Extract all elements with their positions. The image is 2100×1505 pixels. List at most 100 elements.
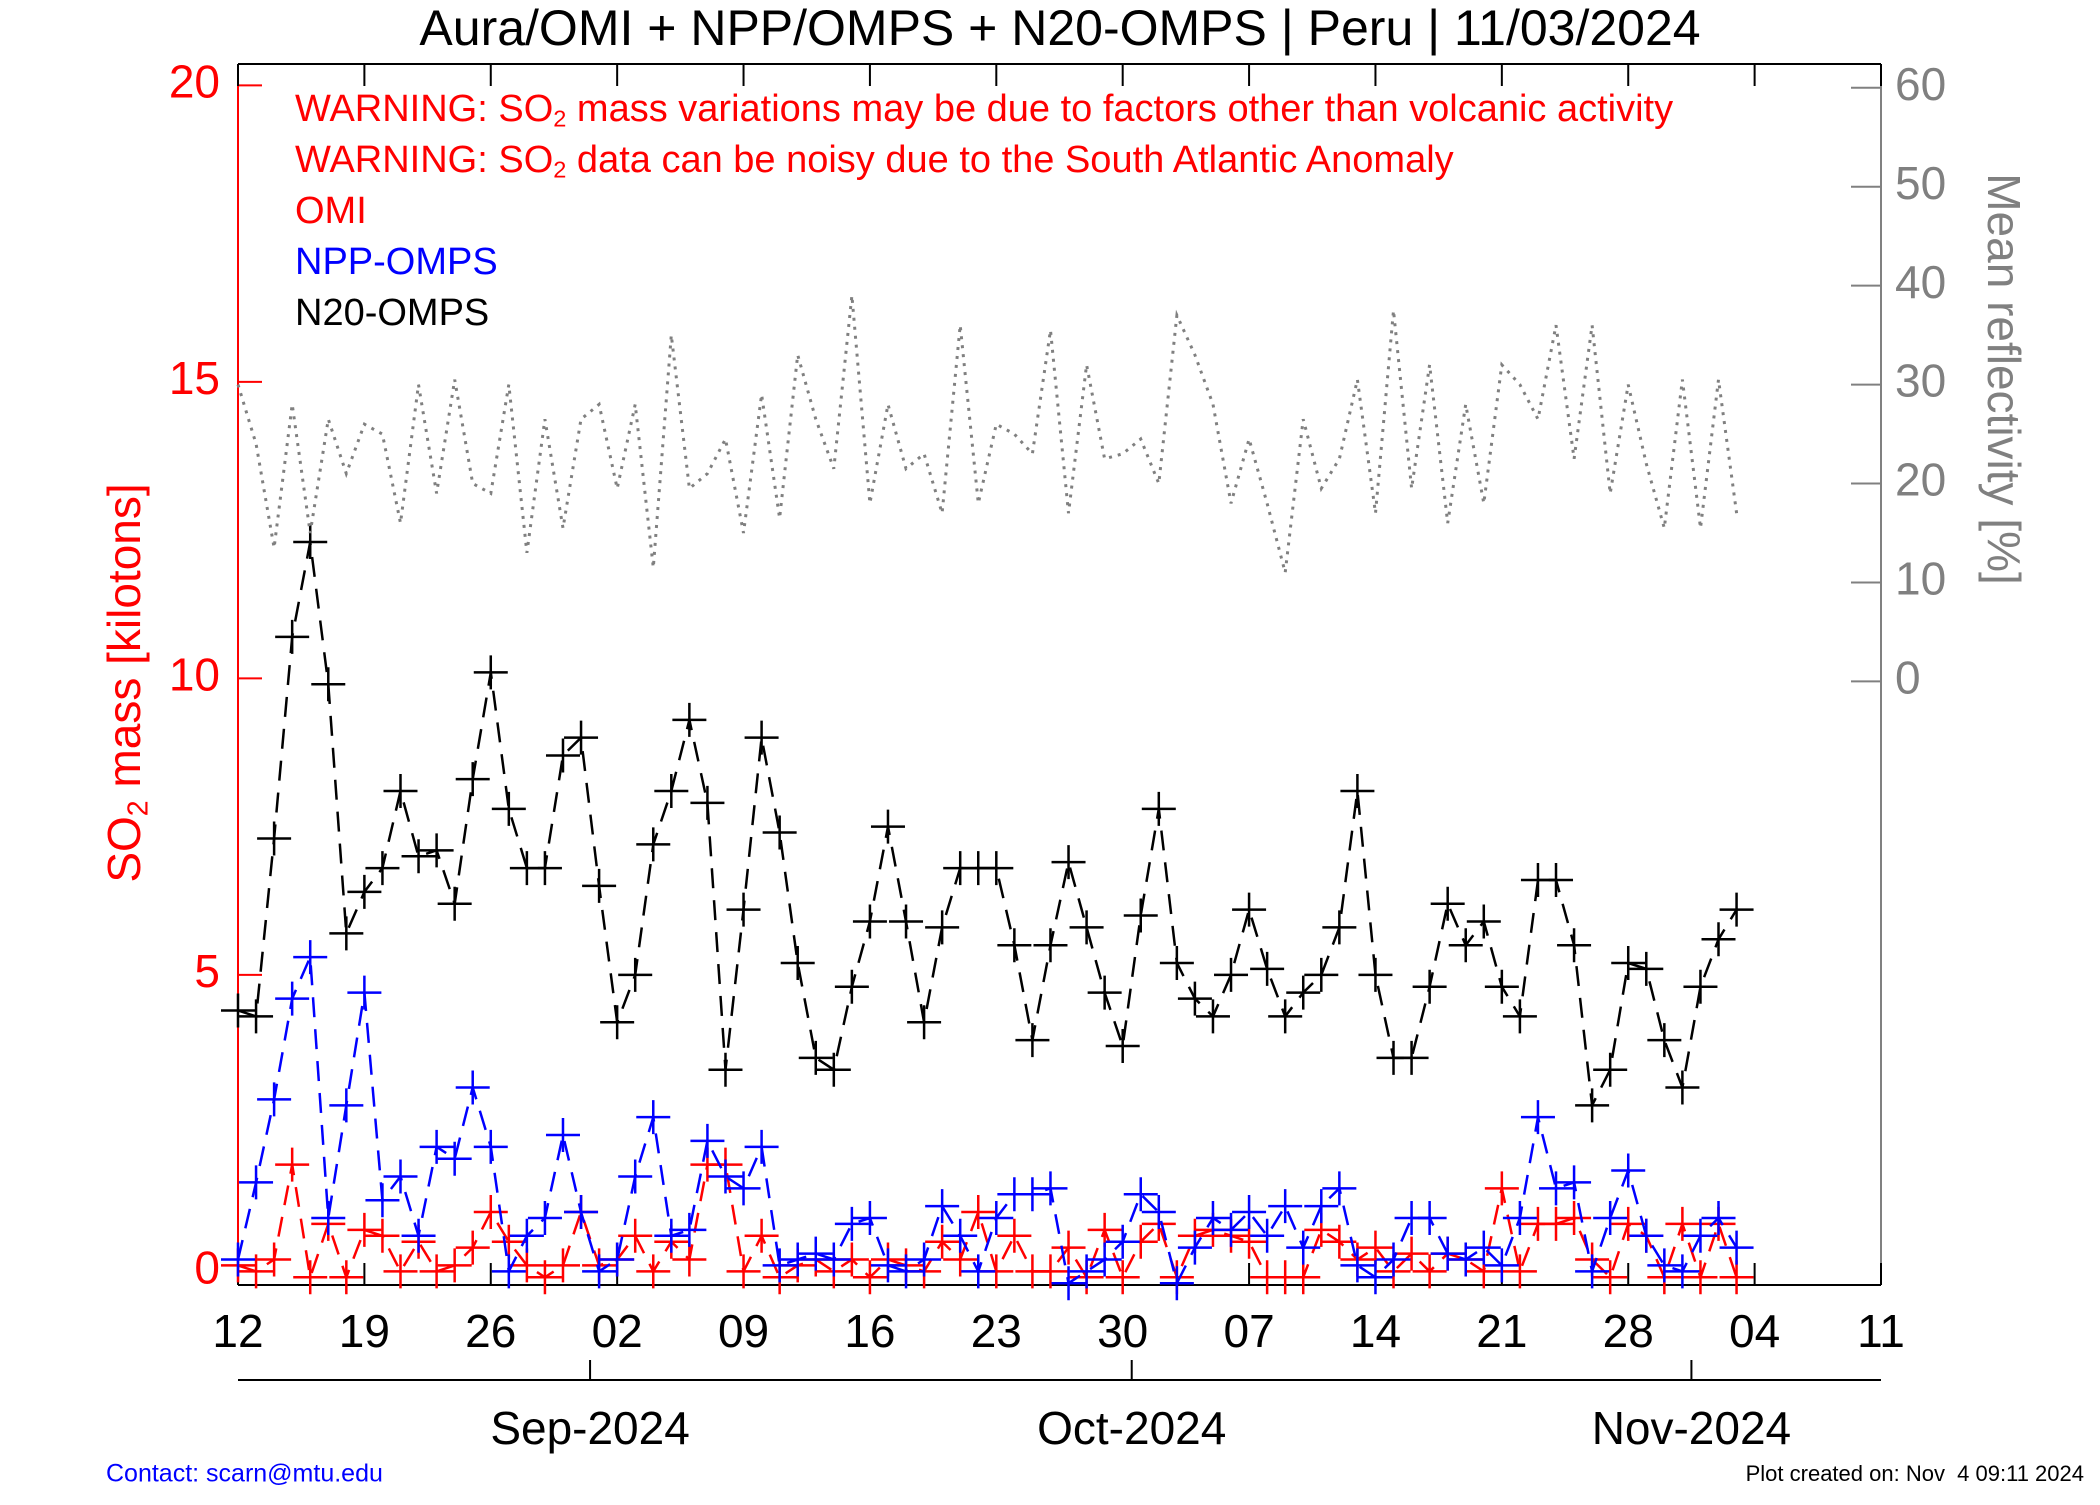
marker: [257, 821, 292, 856]
marker: [870, 1248, 905, 1283]
marker: [383, 1254, 418, 1289]
marker: [545, 1117, 580, 1152]
marker: [1502, 1200, 1537, 1235]
marker: [1340, 774, 1375, 809]
marker: [1286, 1230, 1321, 1265]
marker: [1683, 1218, 1718, 1253]
marker: [1719, 1230, 1754, 1265]
marker: [1105, 1224, 1140, 1259]
marker: [1557, 1200, 1592, 1235]
marker: [600, 1242, 635, 1277]
marker: [1448, 1242, 1483, 1277]
marker: [1232, 1195, 1267, 1230]
marker: [1629, 1218, 1664, 1253]
marker: [1177, 981, 1212, 1016]
marker: [455, 1070, 490, 1105]
marker: [1575, 1088, 1610, 1123]
marker: [257, 1082, 292, 1117]
marker: [1268, 1189, 1303, 1224]
marker: [1430, 886, 1465, 921]
x-tick-label: 30: [1097, 1305, 1148, 1357]
marker: [582, 1254, 617, 1289]
marker: [1069, 1254, 1104, 1289]
marker: [401, 1218, 436, 1253]
marker: [311, 667, 346, 702]
marker: [1358, 1260, 1393, 1295]
marker: [1358, 1230, 1393, 1265]
marker: [1159, 1266, 1194, 1301]
marker: [979, 1200, 1014, 1235]
marker: [419, 1254, 454, 1289]
y2-tick-label: 30: [1895, 355, 1946, 407]
marker: [1683, 969, 1718, 1004]
marker: [401, 839, 436, 874]
marker: [293, 1260, 328, 1295]
marker: [961, 1195, 996, 1230]
marker: [1123, 1177, 1158, 1212]
marker: [257, 1242, 292, 1277]
marker: [889, 1254, 924, 1289]
warning-text: WARNING: SO2 mass variations may be due …: [295, 88, 1673, 132]
marker: [419, 1129, 454, 1164]
y-tick-label: 20: [169, 56, 220, 108]
warning-text-part: 2: [553, 157, 566, 183]
marker: [1719, 892, 1754, 927]
marker: [1232, 892, 1267, 927]
marker: [347, 1212, 382, 1247]
marker: [726, 892, 761, 927]
marker: [654, 774, 689, 809]
marker: [1015, 1177, 1050, 1212]
marker: [943, 1218, 978, 1253]
marker: [1557, 1165, 1592, 1200]
marker: [491, 1224, 526, 1259]
marker: [1015, 1023, 1050, 1058]
marker: [852, 1260, 887, 1295]
y-axis-label: SO2 mass [kilotons]: [98, 483, 154, 882]
month-label: Oct-2024: [1037, 1402, 1226, 1454]
marker: [1105, 1029, 1140, 1064]
y-axis-label-part: mass [kilotons]: [98, 483, 150, 800]
marker: [726, 1254, 761, 1289]
x-tick-label: 07: [1223, 1305, 1274, 1357]
marker: [329, 1088, 364, 1123]
y2-tick-label: 20: [1895, 454, 1946, 506]
marker: [545, 738, 580, 773]
marker: [744, 1129, 779, 1164]
x-tick-label: 04: [1729, 1305, 1780, 1357]
marker: [1051, 1230, 1086, 1265]
marker: [925, 1189, 960, 1224]
marker: [437, 1141, 472, 1176]
marker: [1539, 1206, 1574, 1241]
marker: [455, 1230, 490, 1265]
series-line: [236, 956, 1738, 1287]
marker: [798, 1040, 833, 1075]
warning-text-part: WARNING: SO: [295, 139, 553, 181]
marker: [383, 774, 418, 809]
legend-entry: N20-OMPS: [295, 292, 489, 334]
legend-entry: OMI: [295, 190, 367, 232]
x-tick-label: 26: [465, 1305, 516, 1357]
marker: [1322, 1171, 1357, 1206]
marker: [708, 1052, 743, 1087]
marker: [1340, 1248, 1375, 1283]
marker: [1484, 969, 1519, 1004]
x-tick-label: 28: [1603, 1305, 1654, 1357]
marker: [1250, 1218, 1285, 1253]
warning-text-part: WARNING: SO: [295, 88, 553, 130]
marker: [365, 1218, 400, 1253]
marker: [618, 957, 653, 992]
y2-tick-label: 10: [1895, 553, 1946, 605]
marker: [618, 1159, 653, 1194]
marker: [744, 1218, 779, 1253]
marker: [1701, 922, 1736, 957]
created-note: Plot created on: Nov 4 09:11 2024: [1746, 1461, 2084, 1486]
marker: [1358, 957, 1393, 992]
marker: [1051, 845, 1086, 880]
marker: [1647, 1248, 1682, 1283]
marker: [852, 1200, 887, 1235]
marker: [834, 1206, 869, 1241]
marker: [600, 1005, 635, 1040]
marker: [762, 815, 797, 850]
